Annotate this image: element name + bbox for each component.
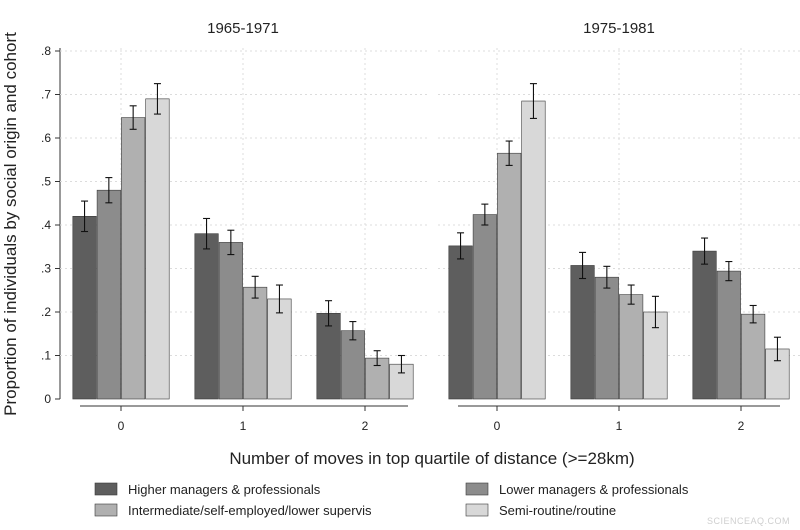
y-tick-label: .3 xyxy=(41,262,51,276)
x-tick-label: 2 xyxy=(738,419,745,433)
x-tick-label: 0 xyxy=(494,419,501,433)
bar xyxy=(570,265,595,400)
legend-swatch xyxy=(465,503,489,517)
bar xyxy=(194,233,219,400)
bar xyxy=(340,330,365,400)
legend-label: Intermediate/self-employed/lower supervi… xyxy=(128,503,372,518)
panel-1975-1981: 1975-1981 0 1 2 xyxy=(438,20,800,433)
legend-item: Intermediate/self-employed/lower supervi… xyxy=(94,503,372,518)
y-axis-title: Proportion of individuals by social orig… xyxy=(1,32,20,416)
y-tick-label: .2 xyxy=(41,305,51,319)
y-tick-label: .7 xyxy=(41,88,51,102)
y-tick-label: 0 xyxy=(44,392,51,406)
legend-item: Higher managers & professionals xyxy=(94,482,321,497)
legend-swatch xyxy=(465,482,489,496)
legend-swatch xyxy=(94,503,118,517)
bar xyxy=(521,100,546,400)
y-tick-label: .4 xyxy=(41,218,51,232)
x-axis-title: Number of moves in top quartile of dista… xyxy=(229,449,634,468)
bar xyxy=(497,152,522,400)
legend-label: Higher managers & professionals xyxy=(128,482,321,497)
x-tick-label: 1 xyxy=(240,419,247,433)
panel-1965-1971: 1965-1971 0 1 2 xyxy=(60,20,428,433)
bar xyxy=(218,242,243,400)
bar xyxy=(145,98,170,400)
bar xyxy=(448,245,473,400)
legend-label: Semi-routine/routine xyxy=(499,503,616,518)
bar xyxy=(472,214,497,400)
legend-item: Lower managers & professionals xyxy=(465,482,689,497)
legend-item: Semi-routine/routine xyxy=(465,503,616,518)
panel-title: 1965-1971 xyxy=(207,20,279,37)
y-tick-label: .8 xyxy=(41,44,51,58)
bar xyxy=(716,270,741,400)
bar xyxy=(243,286,268,400)
bar xyxy=(267,298,292,400)
y-tick-label: .6 xyxy=(41,131,51,145)
bar xyxy=(121,117,146,400)
bar xyxy=(741,313,766,400)
bar xyxy=(594,276,619,400)
y-tick-label: .1 xyxy=(41,349,51,363)
watermark: SCIENCEAQ.COM xyxy=(707,516,790,526)
panel-title: 1975-1981 xyxy=(583,20,655,37)
bar xyxy=(96,189,121,400)
bar xyxy=(72,216,97,400)
y-tick-label: .5 xyxy=(41,175,51,189)
bar xyxy=(692,250,717,400)
x-tick-label: 1 xyxy=(616,419,623,433)
x-tick-label: 0 xyxy=(118,419,125,433)
legend-swatch xyxy=(94,482,118,496)
bar xyxy=(619,294,644,400)
legend: Higher managers & professionals Lower man… xyxy=(94,482,689,518)
x-tick-label: 2 xyxy=(362,419,369,433)
legend-label: Lower managers & professionals xyxy=(499,482,689,497)
